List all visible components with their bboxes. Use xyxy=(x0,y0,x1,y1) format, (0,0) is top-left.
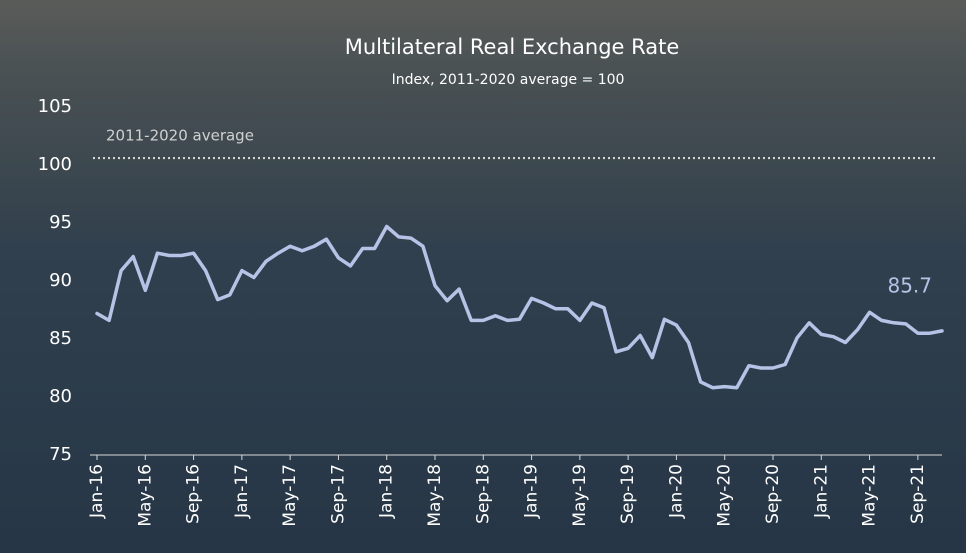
chart-title: Multilateral Real Exchange Rate xyxy=(345,35,680,59)
page: Multilateral Real Exchange Rate Index, 2… xyxy=(0,0,966,553)
y-tick-label: 95 xyxy=(49,212,72,233)
y-tick-label: 90 xyxy=(49,270,72,291)
y-tick-label: 80 xyxy=(49,386,72,407)
x-tick-label: Sep-21 xyxy=(908,464,928,524)
x-tick-label: May-17 xyxy=(280,464,300,527)
x-tick-label: Jan-17 xyxy=(232,464,252,519)
x-tick-label: May-19 xyxy=(570,464,590,527)
x-tick-label: May-20 xyxy=(715,464,735,527)
x-tick-label: May-21 xyxy=(860,464,880,527)
x-tick-label: Sep-17 xyxy=(328,464,348,524)
average-label: 2011-2020 average xyxy=(106,127,254,145)
x-tick-label: May-18 xyxy=(425,464,445,527)
y-tick-label: 75 xyxy=(49,444,72,465)
x-tick-label: Jan-16 xyxy=(87,464,107,519)
x-tick-label: Jan-19 xyxy=(522,464,542,519)
chart-subtitle: Index, 2011-2020 average = 100 xyxy=(392,72,625,88)
x-tick-label: Jan-18 xyxy=(377,464,397,519)
y-tick-label: 100 xyxy=(38,154,72,175)
x-tick-label: Sep-19 xyxy=(618,464,638,524)
x-tick-label: Jan-21 xyxy=(811,464,831,519)
x-tick-label: Sep-16 xyxy=(184,464,204,524)
x-tick-label: Jan-20 xyxy=(666,464,686,519)
y-tick-label: 105 xyxy=(38,96,72,117)
x-tick-label: Sep-20 xyxy=(763,464,783,524)
y-tick-label: 85 xyxy=(49,328,72,349)
value-label: 85.7 xyxy=(887,273,932,297)
x-tick-label: May-16 xyxy=(135,464,155,527)
x-tick-label: Sep-18 xyxy=(473,464,493,524)
chart: Multilateral Real Exchange Rate Index, 2… xyxy=(0,0,966,553)
